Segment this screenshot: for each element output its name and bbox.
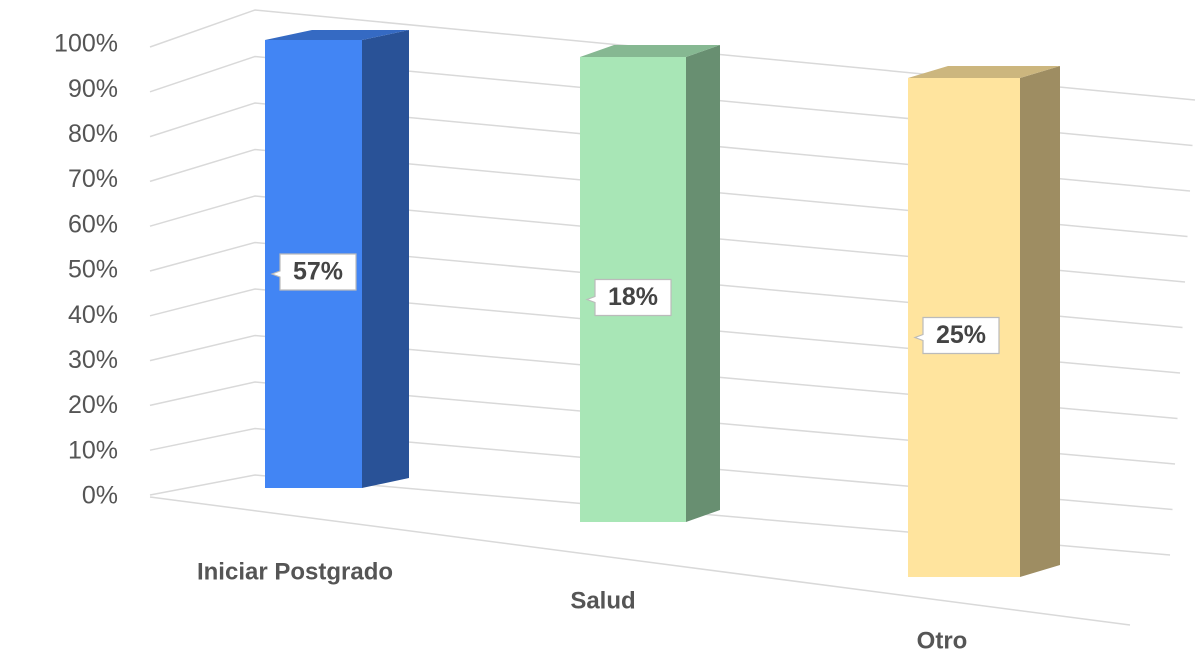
value-label-box <box>585 278 672 317</box>
grid-line <box>149 102 1191 192</box>
value-label: 57% <box>293 258 343 286</box>
grid-line <box>149 427 1173 511</box>
bar-top <box>908 66 1060 78</box>
value-label: 18% <box>608 283 658 311</box>
x-tick-label: Salud <box>570 587 635 614</box>
y-tick-label: 0% <box>82 482 118 510</box>
grid-line <box>149 195 1186 283</box>
value-label-box <box>913 316 1000 355</box>
grid-line <box>149 55 1193 147</box>
x-tick-label: Otro <box>917 627 968 654</box>
y-tick-label: 90% <box>68 75 118 103</box>
y-tick-label: 30% <box>68 346 118 374</box>
y-tick-label: 100% <box>54 30 118 58</box>
bar-side <box>362 30 409 488</box>
value-label-box <box>270 253 357 291</box>
grid-line <box>149 241 1183 329</box>
y-tick-label: 20% <box>68 391 118 419</box>
y-tick-label: 10% <box>68 436 118 464</box>
grid-line <box>149 381 1176 465</box>
y-tick-label: 70% <box>68 165 118 193</box>
floor-edge <box>149 496 1131 626</box>
grid-line <box>149 9 1196 101</box>
grid-line <box>149 288 1181 374</box>
bar-side <box>1020 66 1060 577</box>
grid-line <box>149 334 1178 420</box>
grid-line <box>149 148 1188 238</box>
x-tick-label: Iniciar Postgrado <box>197 558 393 585</box>
y-tick-label: 60% <box>68 210 118 238</box>
value-label: 25% <box>936 321 986 349</box>
bar-top <box>580 45 720 57</box>
y-tick-label: 40% <box>68 301 118 329</box>
grid-line <box>149 474 1171 556</box>
y-tick-label: 80% <box>68 120 118 148</box>
bar-top <box>265 30 409 40</box>
bar-side <box>686 45 720 522</box>
y-tick-label: 50% <box>68 256 118 284</box>
